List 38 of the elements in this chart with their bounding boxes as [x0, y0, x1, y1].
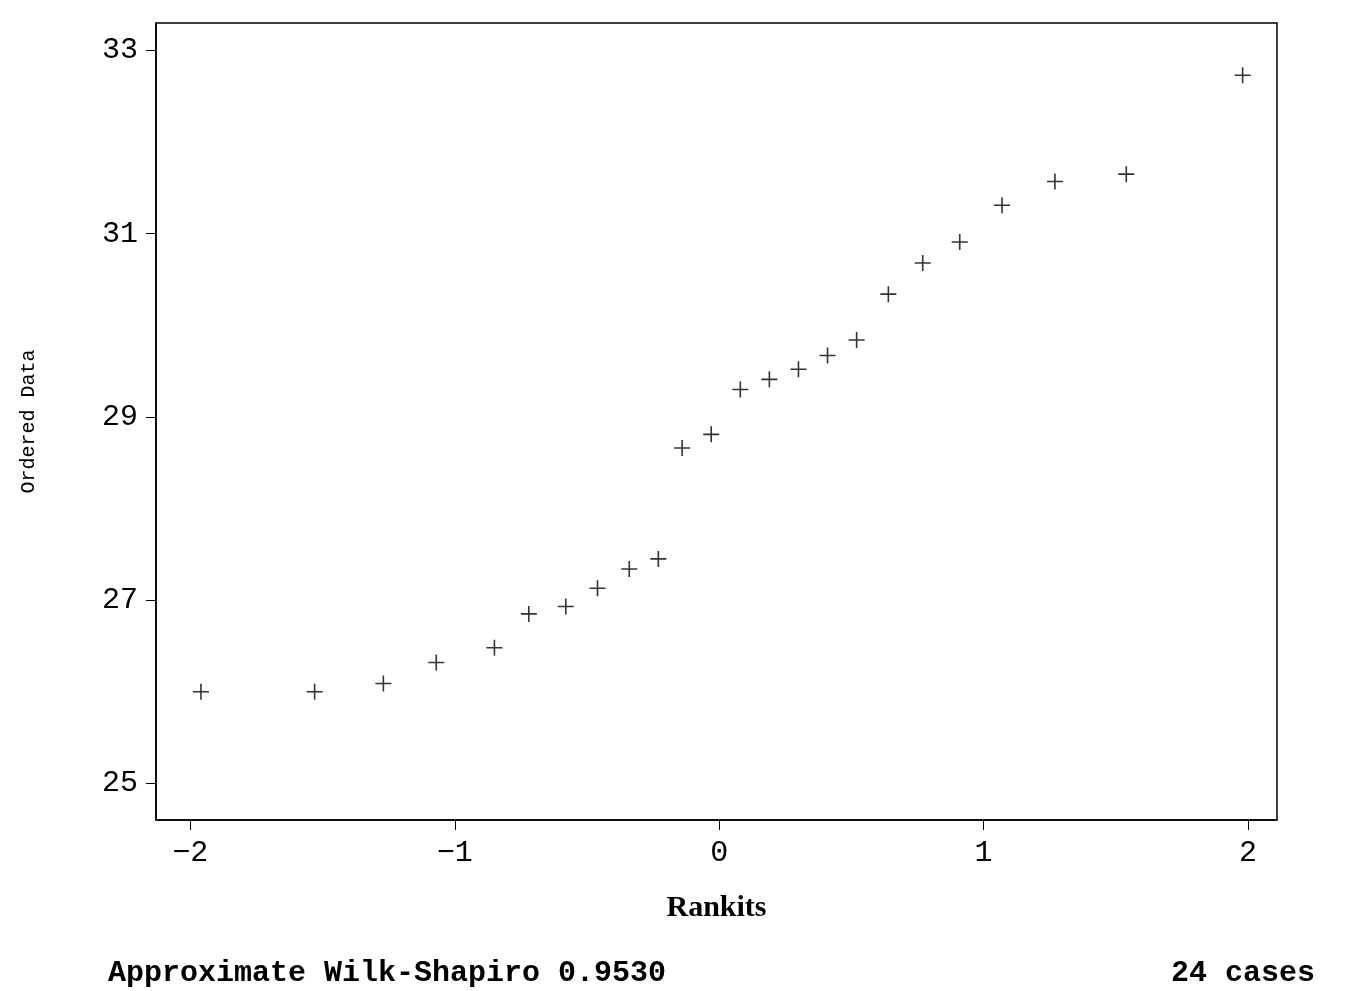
x-tick-label: −2	[172, 836, 209, 870]
text: 24 cases	[1170, 956, 1316, 990]
point	[913, 254, 932, 272]
point	[620, 560, 639, 578]
point	[818, 346, 837, 365]
point	[879, 285, 898, 303]
point	[673, 439, 691, 457]
point	[789, 360, 808, 379]
x-tick-label: 1	[974, 836, 993, 870]
x-tick-label: 0	[710, 836, 729, 870]
point	[588, 579, 607, 598]
point	[485, 638, 504, 657]
point	[760, 370, 779, 389]
y-tick-label: 33	[101, 33, 138, 68]
point	[702, 425, 721, 444]
point	[1046, 172, 1064, 191]
y-tick-label: 31	[101, 216, 138, 251]
point	[847, 331, 866, 349]
point	[1117, 165, 1136, 183]
text: Approximate Wilk-Shapiro 0.9530	[108, 956, 667, 990]
y-tick-label: 27	[101, 583, 138, 618]
point	[950, 233, 969, 251]
point	[649, 550, 668, 568]
point	[993, 196, 1011, 215]
x-tick-label: −1	[436, 836, 473, 870]
point	[1233, 66, 1252, 85]
point	[557, 597, 575, 616]
point	[519, 605, 538, 623]
point	[374, 674, 393, 693]
point	[427, 653, 446, 672]
y-tick-label: 25	[101, 766, 138, 801]
point	[192, 682, 210, 701]
y-axis-title: Ordered Data	[16, 349, 40, 494]
point	[305, 682, 324, 701]
point	[731, 380, 750, 399]
y-tick-label: 29	[101, 399, 138, 434]
x-tick-label: 2	[1238, 836, 1257, 870]
x-axis-title: Rankits	[666, 888, 767, 922]
